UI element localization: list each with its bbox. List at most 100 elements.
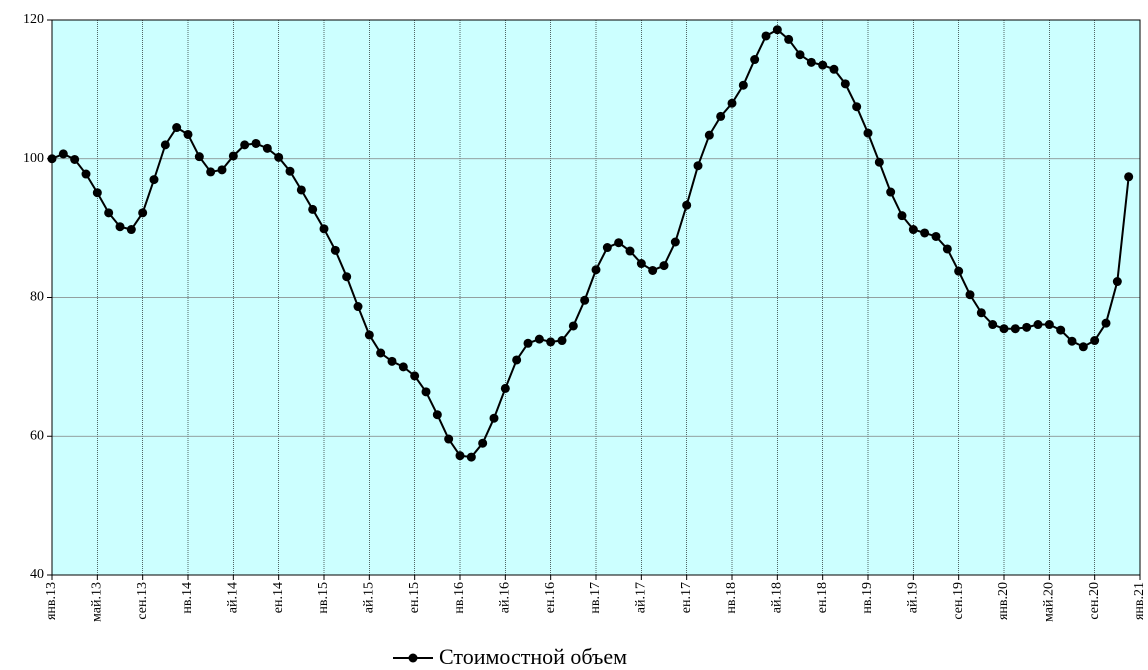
point (319, 224, 329, 234)
x-tick-label: ен.18 (815, 582, 830, 613)
x-tick-label: янв.13 (44, 582, 59, 620)
point (659, 261, 669, 271)
point (92, 188, 102, 198)
point (1056, 325, 1066, 335)
point (852, 102, 862, 112)
point (772, 25, 782, 35)
x-tick-label: ай.19 (906, 582, 921, 613)
point (920, 228, 930, 238)
point (886, 187, 896, 197)
plot-border (51, 19, 1141, 576)
point (1112, 277, 1122, 287)
point (455, 451, 465, 461)
y-tick-label: 80 (30, 290, 44, 305)
point (727, 98, 737, 108)
point (308, 204, 318, 214)
point (228, 151, 238, 161)
point (784, 34, 794, 44)
point (1044, 320, 1054, 330)
y-tick-label: 120 (23, 12, 44, 27)
point (1090, 336, 1100, 346)
x-tick-label: нв.18 (724, 582, 739, 614)
x-tick-label: ен.15 (407, 582, 422, 613)
x-tick-label: май.13 (90, 582, 105, 622)
legend-label: Стоимостной объем (439, 644, 627, 669)
x-tick-label: ай.15 (362, 582, 377, 613)
point (795, 50, 805, 60)
point (636, 259, 646, 269)
x-tick-label: нв.17 (588, 582, 603, 614)
point (432, 410, 442, 420)
point (421, 387, 431, 397)
point (342, 272, 352, 282)
legend-marker (408, 653, 418, 663)
point (546, 337, 556, 347)
x-tick-label: ен.14 (271, 582, 286, 613)
x-tick-label: янв.20 (996, 582, 1011, 620)
x-tick-label: нв.16 (452, 582, 467, 614)
point (591, 265, 601, 275)
point (704, 130, 714, 140)
x-tick-label: сен.13 (135, 582, 150, 620)
y-tick-label: 100 (23, 151, 44, 166)
y-tick-label: 60 (30, 428, 44, 443)
point (818, 60, 828, 70)
point (104, 208, 114, 218)
point (602, 243, 612, 253)
point (874, 157, 884, 167)
point (648, 265, 658, 275)
x-tick-label: ай.18 (770, 582, 785, 613)
point (614, 238, 624, 248)
point (58, 149, 68, 159)
x-tick-label: нв.14 (180, 582, 195, 614)
point (500, 383, 510, 393)
point (70, 154, 80, 164)
point (750, 55, 760, 65)
point (160, 140, 170, 150)
point (738, 80, 748, 90)
point (670, 237, 680, 247)
point (149, 175, 159, 185)
point (296, 185, 306, 195)
point (976, 308, 986, 318)
point (682, 200, 692, 210)
point (829, 64, 839, 74)
point (206, 167, 216, 177)
point (931, 231, 941, 241)
point (716, 111, 726, 121)
point (115, 222, 125, 232)
point (761, 31, 771, 41)
point (1033, 320, 1043, 330)
x-tick-label: ай.16 (498, 582, 513, 613)
point (1022, 322, 1032, 332)
point (47, 154, 57, 164)
x-tick-label: нв.19 (860, 582, 875, 614)
point (625, 246, 635, 256)
point (172, 123, 182, 133)
point (512, 355, 522, 365)
x-tick-label: май.20 (1042, 582, 1057, 622)
point (217, 165, 227, 175)
point (568, 321, 578, 331)
point (523, 338, 533, 348)
point (489, 413, 499, 423)
x-tick-label: ен.16 (543, 582, 558, 613)
point (863, 128, 873, 138)
point (999, 324, 1009, 334)
point (126, 225, 136, 235)
point (410, 371, 420, 381)
point (1101, 318, 1111, 328)
point (240, 140, 250, 150)
point (262, 143, 272, 153)
point (580, 295, 590, 305)
point (534, 334, 544, 344)
point (693, 161, 703, 171)
point (353, 302, 363, 312)
point (942, 244, 952, 254)
point (840, 79, 850, 89)
point (908, 225, 918, 235)
x-tick-label: ай.17 (634, 582, 649, 613)
point (376, 348, 386, 358)
point (364, 330, 374, 340)
